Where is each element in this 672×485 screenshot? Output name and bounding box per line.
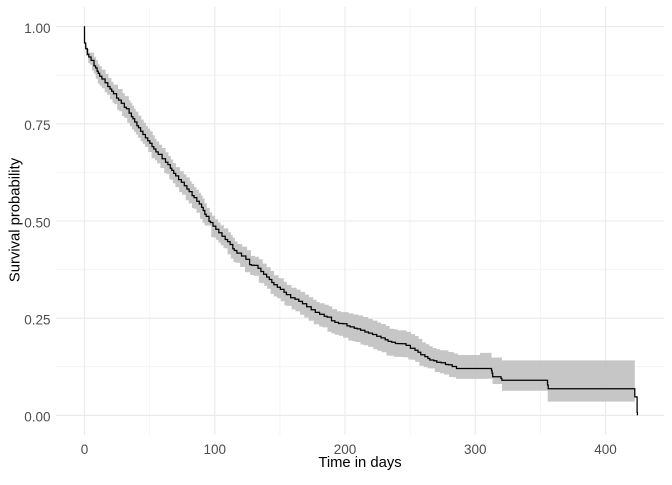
svg-text:100: 100 bbox=[203, 442, 226, 457]
svg-text:0.50: 0.50 bbox=[24, 215, 50, 230]
svg-text:200: 200 bbox=[334, 442, 357, 457]
svg-text:Time in days: Time in days bbox=[318, 455, 401, 471]
svg-text:Survival probability: Survival probability bbox=[8, 157, 24, 282]
svg-text:0.75: 0.75 bbox=[24, 118, 50, 133]
svg-text:0.00: 0.00 bbox=[24, 410, 50, 425]
svg-text:1.00: 1.00 bbox=[24, 21, 50, 36]
svg-text:300: 300 bbox=[464, 442, 487, 457]
svg-text:0.25: 0.25 bbox=[24, 313, 50, 328]
svg-text:0: 0 bbox=[81, 442, 89, 457]
svg-text:400: 400 bbox=[594, 442, 617, 457]
